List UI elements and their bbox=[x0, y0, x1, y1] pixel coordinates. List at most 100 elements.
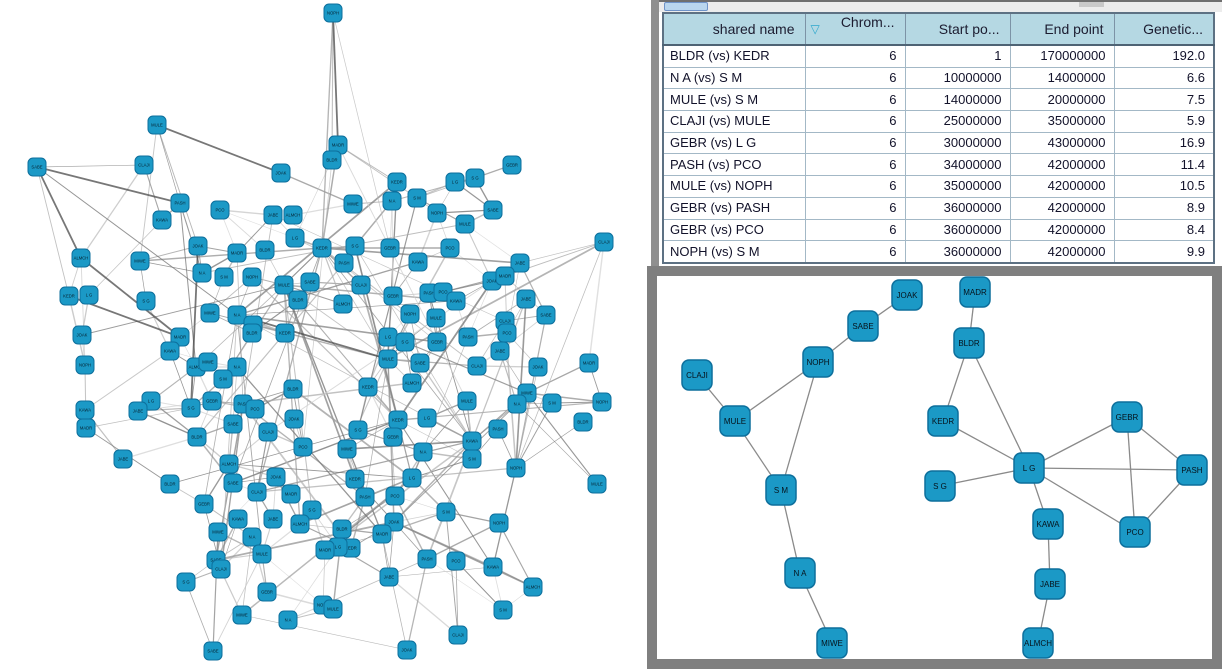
network-node[interactable]: KEDR bbox=[275, 323, 295, 343]
network-node[interactable]: SABE bbox=[410, 353, 430, 373]
network-edge[interactable] bbox=[256, 467, 517, 493]
network-node[interactable]: S G bbox=[136, 291, 156, 311]
network-edge[interactable] bbox=[236, 252, 244, 405]
filter-icon[interactable]: ▽ bbox=[810, 22, 820, 36]
network-edge[interactable] bbox=[1028, 467, 1193, 471]
network-node-n-a[interactable]: N A bbox=[784, 557, 816, 589]
network-node[interactable]: SABE bbox=[483, 200, 503, 220]
network-node[interactable]: MULE bbox=[587, 474, 607, 494]
network-node[interactable]: MADR bbox=[372, 524, 392, 544]
network-node[interactable]: KEDR bbox=[345, 469, 365, 489]
network-node-almch[interactable]: ALMCH bbox=[1022, 627, 1054, 659]
network-node[interactable]: KEDR bbox=[358, 377, 378, 397]
network-node[interactable]: MULE bbox=[378, 349, 398, 369]
network-node[interactable]: MADR bbox=[328, 135, 348, 155]
network-node[interactable]: MADR bbox=[227, 243, 247, 263]
network-node[interactable]: MULE bbox=[274, 275, 294, 295]
table-row[interactable]: NOPH (vs) S M 6 36000000 42000000 9.9 bbox=[662, 240, 1215, 264]
network-node[interactable]: JOAK bbox=[188, 236, 208, 256]
network-node[interactable]: PCO bbox=[245, 399, 265, 419]
network-node[interactable]: NOPH bbox=[592, 392, 612, 412]
network-node[interactable]: NOPH bbox=[323, 3, 343, 23]
column-header-start-po-[interactable]: Start po... bbox=[904, 12, 1011, 46]
network-edge[interactable] bbox=[80, 257, 181, 338]
network-edge[interactable] bbox=[241, 614, 408, 651]
network-node[interactable]: PASH bbox=[170, 193, 190, 213]
network-edge[interactable] bbox=[588, 241, 605, 364]
scrollbar-fragment[interactable] bbox=[1079, 2, 1104, 7]
network-node-s-g[interactable]: S G bbox=[924, 470, 956, 502]
network-node[interactable]: GEBR bbox=[502, 155, 522, 175]
network-edge[interactable] bbox=[515, 298, 527, 469]
network-edge[interactable] bbox=[346, 440, 473, 450]
network-node-kedr[interactable]: KEDR bbox=[927, 405, 959, 437]
network-edge[interactable] bbox=[236, 261, 419, 316]
network-node[interactable]: JABE bbox=[516, 289, 536, 309]
network-node[interactable]: KAWA bbox=[483, 557, 503, 577]
network-node[interactable]: JOAK bbox=[271, 163, 291, 183]
network-node[interactable]: MULE bbox=[147, 115, 167, 135]
network-edge[interactable] bbox=[36, 166, 70, 297]
network-node[interactable]: SABE bbox=[27, 157, 47, 177]
network-node[interactable]: BLDR bbox=[160, 474, 180, 494]
table-row[interactable]: GEBR (vs) L G 6 30000000 43000000 16.9 bbox=[662, 131, 1215, 155]
network-node[interactable]: JABE bbox=[128, 401, 148, 421]
network-node[interactable]: CLAJI bbox=[448, 625, 468, 645]
network-edge[interactable] bbox=[219, 209, 323, 249]
network-edge[interactable] bbox=[232, 419, 399, 484]
table-row[interactable]: MULE (vs) S M 6 14000000 20000000 7.5 bbox=[662, 88, 1215, 112]
network-node[interactable]: MIWE bbox=[232, 605, 252, 625]
network-edge[interactable] bbox=[426, 558, 504, 611]
network-edge[interactable] bbox=[406, 558, 428, 651]
network-node[interactable]: JABE bbox=[510, 253, 530, 273]
network-edge[interactable] bbox=[122, 436, 198, 460]
table-row[interactable]: BLDR (vs) KEDR 6 1 170000000 192.0 bbox=[662, 44, 1215, 68]
network-node[interactable]: CLAJI bbox=[258, 422, 278, 442]
network-node-bldr[interactable]: BLDR bbox=[953, 327, 985, 359]
network-node[interactable]: PCO bbox=[440, 238, 460, 258]
network-node[interactable]: MIWE bbox=[200, 303, 220, 323]
column-header-genetic-[interactable]: Genetic... bbox=[1113, 12, 1215, 46]
network-node[interactable]: MADR bbox=[170, 327, 190, 347]
network-node[interactable]: PASH bbox=[458, 327, 478, 347]
network-edge[interactable] bbox=[137, 410, 198, 438]
network-edge[interactable] bbox=[526, 362, 590, 394]
network-node[interactable]: JOAK bbox=[397, 640, 417, 660]
network-node[interactable]: S M bbox=[407, 188, 427, 208]
network-edge[interactable] bbox=[156, 124, 181, 204]
network-node[interactable]: MULE bbox=[252, 544, 272, 564]
network-node[interactable]: JABE bbox=[263, 205, 283, 225]
network-node-s-m[interactable]: S M bbox=[765, 474, 797, 506]
network-node[interactable]: PASH bbox=[355, 487, 375, 507]
network-node[interactable]: GEBR bbox=[380, 238, 400, 258]
network-node[interactable]: GEBR bbox=[194, 494, 214, 514]
network-node[interactable]: N A bbox=[413, 442, 433, 462]
network-edge[interactable] bbox=[201, 223, 466, 274]
network-node-noph[interactable]: NOPH bbox=[802, 346, 834, 378]
network-edge[interactable] bbox=[515, 241, 605, 469]
network-node[interactable]: GEBR bbox=[383, 286, 403, 306]
network-edge[interactable] bbox=[36, 164, 145, 168]
network-node[interactable]: PASH bbox=[334, 253, 354, 273]
network-edge[interactable] bbox=[464, 223, 493, 282]
network-edge[interactable] bbox=[526, 392, 598, 485]
network-node[interactable]: JABE bbox=[113, 449, 133, 469]
network-edge[interactable] bbox=[80, 164, 145, 259]
network-node-jabe[interactable]: JABE bbox=[1034, 568, 1066, 600]
network-node[interactable]: CLAJI bbox=[594, 232, 614, 252]
network-edge[interactable] bbox=[283, 284, 344, 305]
network-node[interactable]: ALMCH bbox=[71, 248, 91, 268]
network-node[interactable]: N A bbox=[227, 305, 247, 325]
network-node[interactable]: ALMCH bbox=[290, 514, 310, 534]
network-node[interactable]: CLAJI bbox=[351, 275, 371, 295]
network-edge[interactable] bbox=[476, 365, 539, 368]
network-node[interactable]: BLDR bbox=[283, 379, 303, 399]
network-node[interactable]: L G bbox=[79, 285, 99, 305]
network-node[interactable]: BLDR bbox=[255, 240, 275, 260]
network-edge[interactable] bbox=[337, 144, 398, 183]
network-node[interactable]: KAWA bbox=[408, 252, 428, 272]
network-edge[interactable] bbox=[36, 166, 181, 204]
network-node[interactable]: MADR bbox=[315, 540, 335, 560]
network-edge[interactable] bbox=[332, 12, 339, 146]
network-node[interactable]: NOPH bbox=[427, 203, 447, 223]
